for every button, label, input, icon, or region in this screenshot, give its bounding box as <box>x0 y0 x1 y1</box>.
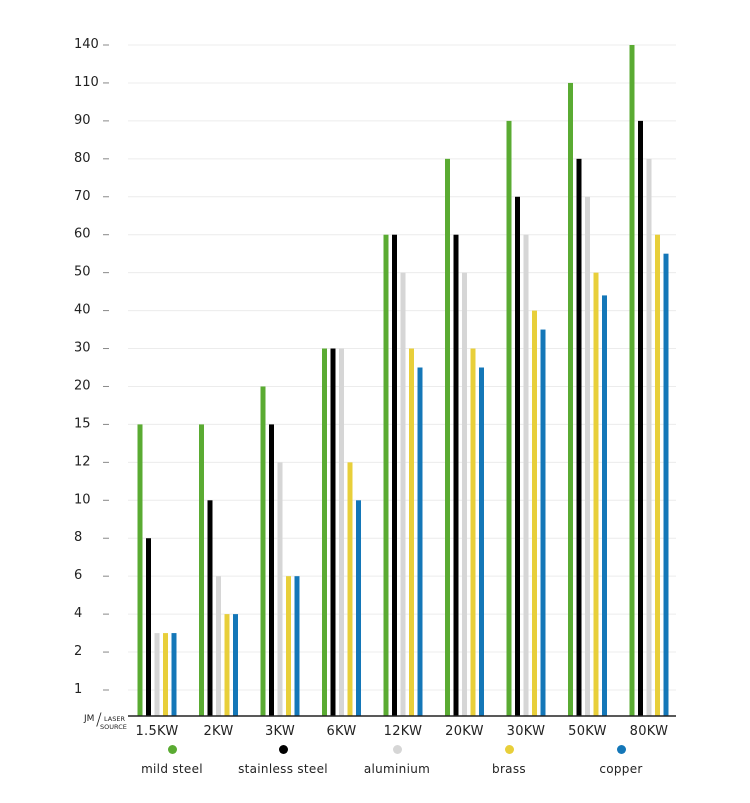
bar-brass-2KW <box>224 614 230 716</box>
bar-mild-steel-80KW <box>629 45 635 716</box>
bar-copper-1.5KW <box>171 633 177 716</box>
y-tick-label: 8 <box>74 530 82 545</box>
bar-brass-20KW <box>470 348 476 716</box>
y-tick-label: 40 <box>74 303 91 318</box>
bar-mild-steel-30KW <box>506 120 512 717</box>
bar-copper-30KW <box>540 329 546 716</box>
bar-aluminium-3KW <box>277 462 283 716</box>
bar-brass-1.5KW <box>163 633 168 716</box>
x-tick-label: 12KW <box>384 724 423 739</box>
legend-item-aluminium: aluminium <box>327 742 467 776</box>
y-tick-label: 10 <box>74 492 91 507</box>
bar-aluminium-1.5KW <box>154 633 160 716</box>
y-tick-label: 2 <box>74 644 82 659</box>
x-axis-labels: 1.5KW 2KW 3KW 6KW 12KW 20KW 30KW 50KW 80KW <box>135 724 668 739</box>
y-tick-label: 4 <box>74 606 82 621</box>
bar-mild-steel-20KW <box>445 158 450 716</box>
legend-item-copper: copper <box>551 742 691 776</box>
bar-brass-50KW <box>593 272 599 716</box>
bar-aluminium-6KW <box>339 348 344 716</box>
bar-copper-50KW <box>602 295 607 716</box>
y-tick-label: 80 <box>74 151 91 166</box>
bar-aluminium-2KW <box>216 576 221 716</box>
legend-swatch <box>278 745 288 754</box>
legend-label: brass <box>492 762 526 776</box>
bar-aluminium-80KW <box>646 158 652 716</box>
legend-swatch <box>167 745 177 754</box>
legend: mild steel stainless steel aluminium brass c… <box>0 742 750 782</box>
bar-brass-80KW <box>655 234 660 717</box>
bar-brass-3KW <box>286 576 291 716</box>
bar-brass-6KW <box>347 462 353 716</box>
legend-swatch <box>392 745 402 754</box>
x-tick-label: 6KW <box>326 724 356 739</box>
bar-stainless-steel-6KW <box>330 348 336 716</box>
legend-item-mild-steel: mild steel <box>102 742 242 776</box>
bar-mild-steel-1.5KW <box>137 424 143 716</box>
y-tick-label: 12 <box>74 454 91 469</box>
bar-stainless-steel-3KW <box>269 424 274 716</box>
y-unit-label-bottom: SOURCE <box>100 723 127 731</box>
y-unit-label-main: JM <box>83 714 94 724</box>
y-tick-label: 60 <box>74 227 91 242</box>
legend-label: mild steel <box>141 762 203 776</box>
y-tick-label: 140 <box>74 37 99 52</box>
bar-copper-3KW <box>294 576 300 716</box>
bar-aluminium-20KW <box>462 272 467 716</box>
y-tick-label: 1 <box>74 682 82 697</box>
bar-mild-steel-50KW <box>568 82 573 717</box>
legend-swatch <box>504 745 514 754</box>
x-tick-label: 80KW <box>630 724 669 739</box>
bar-copper-20KW <box>479 367 484 716</box>
x-tick-label: 3KW <box>265 724 295 739</box>
y-unit-label-top: LASER <box>104 715 125 723</box>
y-tick-label: 50 <box>74 265 91 280</box>
grid-lines <box>128 44 676 691</box>
legend-item-stainless-steel: stainless steel <box>213 742 353 776</box>
y-tick-label: 70 <box>74 189 91 204</box>
y-unit-label: JM / LASER SOURCE <box>83 710 127 731</box>
bar-copper-80KW <box>663 253 669 717</box>
x-tick-label: 30KW <box>507 724 546 739</box>
bar-stainless-steel-30KW <box>515 196 520 716</box>
bar-mild-steel-12KW <box>383 234 389 717</box>
bar-brass-30KW <box>532 310 537 716</box>
x-tick-label: 2KW <box>203 724 233 739</box>
bar-copper-12KW <box>417 367 423 716</box>
bar-copper-2KW <box>233 614 238 716</box>
x-tick-label: 1.5KW <box>135 724 178 739</box>
y-tick-label: 90 <box>74 113 91 128</box>
x-tick-label: 50KW <box>568 724 607 739</box>
x-tick-label: 20KW <box>445 724 484 739</box>
legend-label: aluminium <box>363 762 431 776</box>
y-unit-label-slash: / <box>96 710 102 730</box>
bar-stainless-steel-50KW <box>576 158 582 716</box>
bar-stainless-steel-2KW <box>207 500 213 716</box>
bar-mild-steel-6KW <box>322 348 327 716</box>
bar-stainless-steel-1.5KW <box>146 538 151 716</box>
bar-brass-12KW <box>409 348 414 716</box>
bar-mild-steel-2KW <box>199 424 204 716</box>
bar-stainless-steel-12KW <box>392 234 397 717</box>
y-tick-label: 15 <box>74 416 91 431</box>
legend-label: stainless steel <box>238 762 328 776</box>
bar-aluminium-12KW <box>400 272 406 716</box>
bar-stainless-steel-80KW <box>638 120 643 717</box>
bars <box>137 45 669 717</box>
bar-mild-steel-3KW <box>260 386 266 716</box>
y-tick-label: 6 <box>74 568 82 583</box>
y-tick-label: 20 <box>74 378 91 393</box>
y-tick-label: 30 <box>74 341 91 356</box>
bar-aluminium-50KW <box>585 196 590 716</box>
legend-swatch <box>616 745 626 754</box>
bar-copper-6KW <box>356 500 361 716</box>
legend-item-brass: brass <box>439 742 579 776</box>
bar-aluminium-30KW <box>523 234 529 717</box>
legend-label: copper <box>599 762 643 776</box>
bar-stainless-steel-20KW <box>453 234 459 717</box>
y-tick-label: 110 <box>74 75 99 90</box>
